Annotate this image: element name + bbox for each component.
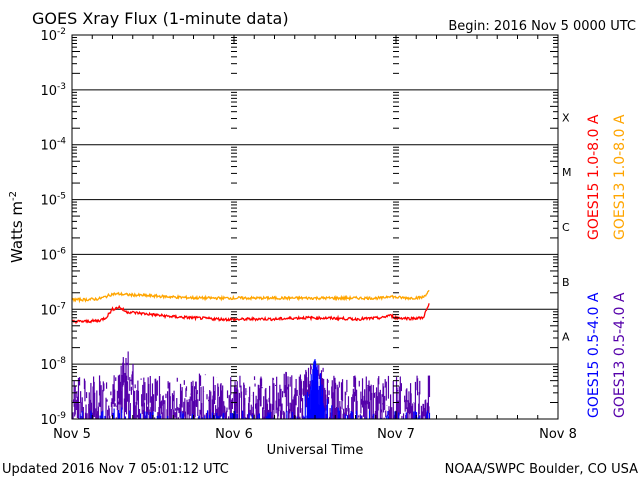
y-tick-label: 10-4 [40, 137, 66, 154]
y-tick-label: 10-9 [40, 411, 66, 428]
flare-class-label: M [562, 166, 572, 179]
legend-label: GOES13 0.5-4.0 A [612, 292, 628, 418]
updated-timestamp: Updated 2016 Nov 7 05:01:12 UTC [2, 462, 229, 477]
source-label: NOAA/SWPC Boulder, CO USA [445, 462, 638, 477]
x-tick-label: Nov 5 [53, 427, 91, 442]
series-line-goes15-1-0-8-0-a [71, 303, 430, 325]
begin-label: Begin: 2016 Nov 5 0000 UTC [448, 19, 636, 34]
y-tick-label: 10-5 [40, 192, 66, 209]
flare-class-label: A [562, 331, 570, 344]
x-axis-label: Universal Time [267, 443, 364, 458]
x-tick-label: Nov 6 [215, 427, 253, 442]
y-tick-label: 10-3 [40, 82, 66, 99]
legend-label: GOES13 1.0-8.0 A [612, 114, 628, 240]
x-tick-label: Nov 7 [377, 427, 415, 442]
series-line-goes13-1-0-8-0-a [71, 289, 430, 304]
legend-entry: GOES15 0.5-4.0 A [586, 292, 602, 418]
y-tick-label: 10-7 [40, 301, 66, 318]
y-tick-label: 10-2 [40, 27, 66, 44]
flare-class-label: C [562, 221, 570, 234]
y-tick-label: 10-8 [40, 356, 66, 373]
chart-title: GOES Xray Flux (1-minute data) [32, 9, 289, 28]
y-tick-label: 10-6 [40, 246, 66, 263]
legend-label: GOES15 0.5-4.0 A [586, 292, 602, 418]
legend-entry: GOES15 1.0-8.0 A [586, 114, 602, 240]
legend-entry: GOES13 0.5-4.0 A [612, 292, 628, 418]
x-tick-label: Nov 8 [539, 427, 577, 442]
legend-label: GOES15 1.0-8.0 A [586, 114, 602, 240]
y-axis-label: Watts m-2 [8, 191, 26, 263]
legend-entry: GOES13 1.0-8.0 A [612, 114, 628, 240]
flare-class-label: B [562, 276, 570, 289]
flare-class-label: X [562, 111, 570, 124]
